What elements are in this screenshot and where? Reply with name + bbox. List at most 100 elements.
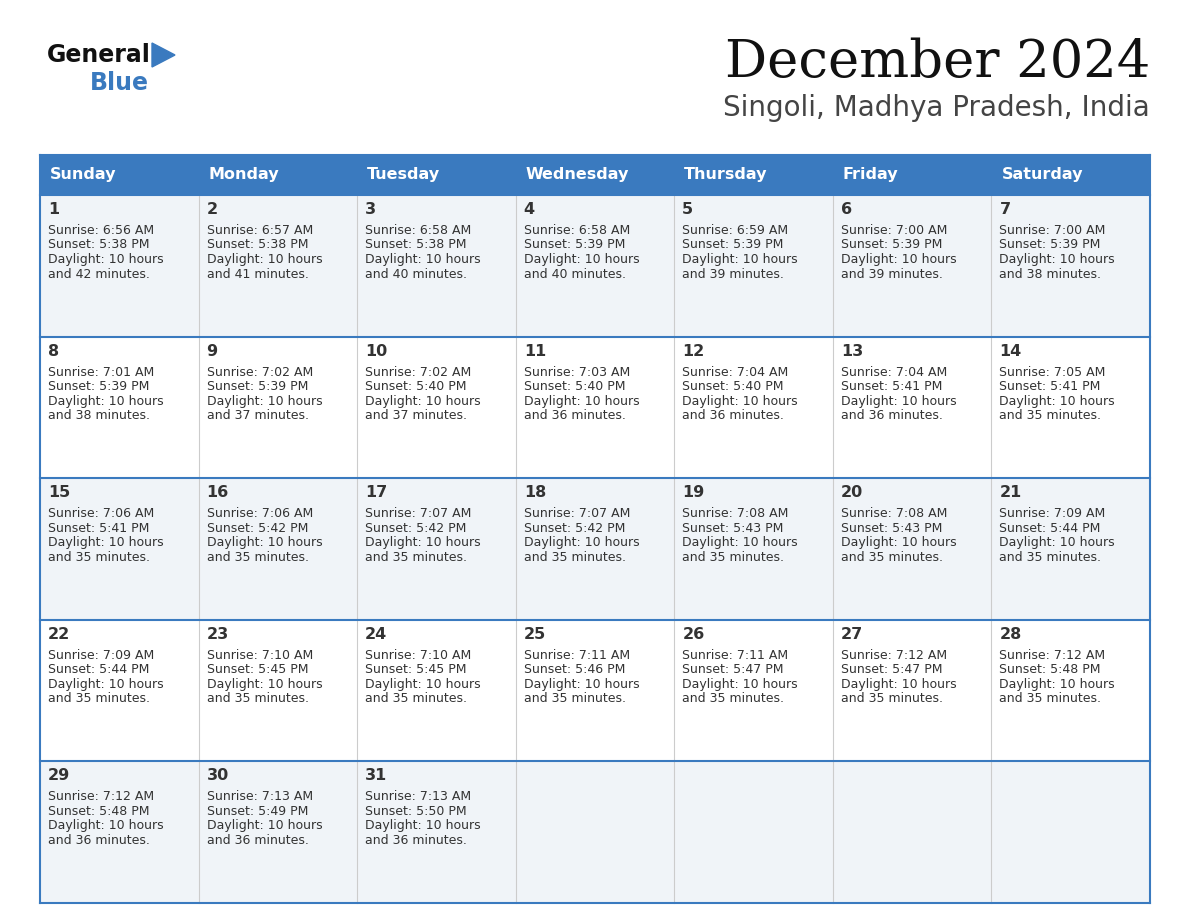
Text: 1: 1 <box>48 202 59 217</box>
Text: Daylight: 10 hours: Daylight: 10 hours <box>682 395 798 408</box>
Text: Daylight: 10 hours: Daylight: 10 hours <box>365 253 481 266</box>
Text: Daylight: 10 hours: Daylight: 10 hours <box>207 253 322 266</box>
Text: Daylight: 10 hours: Daylight: 10 hours <box>841 253 956 266</box>
Text: Daylight: 10 hours: Daylight: 10 hours <box>524 536 639 549</box>
Text: 9: 9 <box>207 343 217 359</box>
Bar <box>198 155 358 195</box>
Text: Sunset: 5:45 PM: Sunset: 5:45 PM <box>207 664 308 677</box>
Text: Sunday: Sunday <box>50 167 116 183</box>
Text: Sunrise: 7:07 AM: Sunrise: 7:07 AM <box>524 508 630 521</box>
Text: Sunrise: 6:57 AM: Sunrise: 6:57 AM <box>207 224 312 237</box>
Text: Thursday: Thursday <box>684 167 767 183</box>
Text: and 39 minutes.: and 39 minutes. <box>841 267 943 281</box>
Text: Daylight: 10 hours: Daylight: 10 hours <box>524 395 639 408</box>
Text: Sunrise: 7:12 AM: Sunrise: 7:12 AM <box>48 790 154 803</box>
Text: Sunset: 5:50 PM: Sunset: 5:50 PM <box>365 805 467 818</box>
Bar <box>675 155 833 195</box>
Text: and 35 minutes.: and 35 minutes. <box>48 692 150 705</box>
Bar <box>833 155 992 195</box>
Text: Saturday: Saturday <box>1001 167 1083 183</box>
Text: Sunset: 5:38 PM: Sunset: 5:38 PM <box>48 239 150 252</box>
Bar <box>40 155 198 195</box>
Text: Sunrise: 7:08 AM: Sunrise: 7:08 AM <box>682 508 789 521</box>
Text: 26: 26 <box>682 627 704 642</box>
Text: Sunrise: 6:59 AM: Sunrise: 6:59 AM <box>682 224 789 237</box>
Text: Daylight: 10 hours: Daylight: 10 hours <box>365 820 481 833</box>
Text: Sunset: 5:47 PM: Sunset: 5:47 PM <box>682 664 784 677</box>
Text: and 35 minutes.: and 35 minutes. <box>682 551 784 564</box>
Text: and 35 minutes.: and 35 minutes. <box>524 551 626 564</box>
Text: 16: 16 <box>207 486 229 500</box>
Bar <box>992 155 1150 195</box>
Text: 17: 17 <box>365 486 387 500</box>
Text: and 40 minutes.: and 40 minutes. <box>524 267 626 281</box>
Text: 2: 2 <box>207 202 217 217</box>
Text: Sunrise: 7:01 AM: Sunrise: 7:01 AM <box>48 365 154 378</box>
Text: 10: 10 <box>365 343 387 359</box>
Text: Sunset: 5:43 PM: Sunset: 5:43 PM <box>682 521 784 534</box>
Text: and 41 minutes.: and 41 minutes. <box>207 267 309 281</box>
Text: 13: 13 <box>841 343 864 359</box>
Text: Daylight: 10 hours: Daylight: 10 hours <box>999 253 1116 266</box>
Text: Sunset: 5:40 PM: Sunset: 5:40 PM <box>682 380 784 393</box>
Text: and 35 minutes.: and 35 minutes. <box>999 551 1101 564</box>
Text: 5: 5 <box>682 202 694 217</box>
Text: Sunset: 5:44 PM: Sunset: 5:44 PM <box>48 664 150 677</box>
Bar <box>40 620 1150 761</box>
Text: and 38 minutes.: and 38 minutes. <box>999 267 1101 281</box>
Text: Sunset: 5:39 PM: Sunset: 5:39 PM <box>999 239 1101 252</box>
Text: 20: 20 <box>841 486 864 500</box>
Text: 8: 8 <box>48 343 59 359</box>
Text: and 35 minutes.: and 35 minutes. <box>841 692 943 705</box>
Text: Daylight: 10 hours: Daylight: 10 hours <box>841 395 956 408</box>
Text: and 35 minutes.: and 35 minutes. <box>682 692 784 705</box>
Text: Sunrise: 7:11 AM: Sunrise: 7:11 AM <box>682 649 789 662</box>
Text: December 2024: December 2024 <box>725 37 1150 87</box>
Text: and 36 minutes.: and 36 minutes. <box>682 409 784 422</box>
Text: Sunrise: 7:02 AM: Sunrise: 7:02 AM <box>207 365 312 378</box>
Text: Sunrise: 7:11 AM: Sunrise: 7:11 AM <box>524 649 630 662</box>
Text: 11: 11 <box>524 343 546 359</box>
Text: Sunrise: 7:03 AM: Sunrise: 7:03 AM <box>524 365 630 378</box>
Text: and 35 minutes.: and 35 minutes. <box>524 692 626 705</box>
Text: Friday: Friday <box>842 167 898 183</box>
Text: Sunset: 5:46 PM: Sunset: 5:46 PM <box>524 664 625 677</box>
Text: Sunset: 5:48 PM: Sunset: 5:48 PM <box>48 805 150 818</box>
Text: 22: 22 <box>48 627 70 642</box>
Text: 31: 31 <box>365 768 387 783</box>
Text: 29: 29 <box>48 768 70 783</box>
Text: and 36 minutes.: and 36 minutes. <box>48 834 150 847</box>
Text: Sunrise: 7:10 AM: Sunrise: 7:10 AM <box>365 649 472 662</box>
Text: and 35 minutes.: and 35 minutes. <box>365 692 467 705</box>
Text: Sunrise: 7:06 AM: Sunrise: 7:06 AM <box>48 508 154 521</box>
Bar <box>40 761 1150 903</box>
Text: Daylight: 10 hours: Daylight: 10 hours <box>48 820 164 833</box>
Text: Sunrise: 7:13 AM: Sunrise: 7:13 AM <box>207 790 312 803</box>
Text: Sunset: 5:38 PM: Sunset: 5:38 PM <box>207 239 308 252</box>
Text: Sunrise: 7:12 AM: Sunrise: 7:12 AM <box>999 649 1106 662</box>
Text: Singoli, Madhya Pradesh, India: Singoli, Madhya Pradesh, India <box>723 94 1150 122</box>
Text: Sunrise: 7:02 AM: Sunrise: 7:02 AM <box>365 365 472 378</box>
Text: and 40 minutes.: and 40 minutes. <box>365 267 467 281</box>
Text: Daylight: 10 hours: Daylight: 10 hours <box>524 677 639 691</box>
Text: and 35 minutes.: and 35 minutes. <box>365 551 467 564</box>
Text: Sunrise: 6:56 AM: Sunrise: 6:56 AM <box>48 224 154 237</box>
Text: Daylight: 10 hours: Daylight: 10 hours <box>682 536 798 549</box>
Text: Sunrise: 7:10 AM: Sunrise: 7:10 AM <box>207 649 312 662</box>
Text: Sunrise: 7:09 AM: Sunrise: 7:09 AM <box>999 508 1106 521</box>
Text: and 37 minutes.: and 37 minutes. <box>207 409 309 422</box>
Text: 7: 7 <box>999 202 1011 217</box>
Text: Sunrise: 7:06 AM: Sunrise: 7:06 AM <box>207 508 312 521</box>
Text: 25: 25 <box>524 627 546 642</box>
Text: 18: 18 <box>524 486 546 500</box>
Text: Daylight: 10 hours: Daylight: 10 hours <box>524 253 639 266</box>
Text: Sunset: 5:38 PM: Sunset: 5:38 PM <box>365 239 467 252</box>
Text: Sunset: 5:39 PM: Sunset: 5:39 PM <box>682 239 784 252</box>
Text: 3: 3 <box>365 202 377 217</box>
Text: Sunset: 5:39 PM: Sunset: 5:39 PM <box>841 239 942 252</box>
Text: Sunrise: 6:58 AM: Sunrise: 6:58 AM <box>524 224 630 237</box>
Text: Daylight: 10 hours: Daylight: 10 hours <box>365 677 481 691</box>
Text: Sunset: 5:45 PM: Sunset: 5:45 PM <box>365 664 467 677</box>
Text: Sunset: 5:41 PM: Sunset: 5:41 PM <box>48 521 150 534</box>
Text: Daylight: 10 hours: Daylight: 10 hours <box>207 536 322 549</box>
